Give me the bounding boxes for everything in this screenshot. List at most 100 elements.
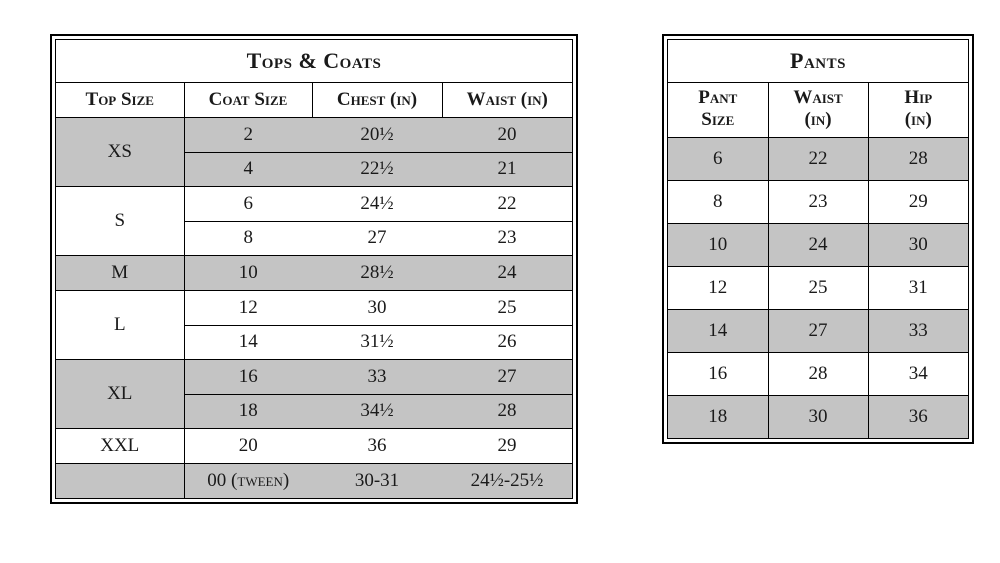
cell: 31 [868, 266, 968, 309]
cell: 30-31 [312, 464, 442, 499]
cell: 28 [868, 137, 968, 180]
pants-h1-l2: (in) [804, 109, 831, 130]
pants-h1: Waist (in) [768, 83, 868, 138]
cell: 12 [184, 291, 312, 326]
cell: 31½ [312, 325, 442, 360]
cell: 34½ [312, 394, 442, 429]
cell: 14 [668, 309, 768, 352]
cell: 28 [768, 352, 868, 395]
pants-h2-l2: (in) [905, 109, 932, 130]
table-row: 142733 [668, 309, 968, 352]
cell: 16 [184, 360, 312, 395]
cell: 8 [668, 180, 768, 223]
top-size-cell: L [56, 291, 184, 360]
cell: 33 [868, 309, 968, 352]
cell: 34 [868, 352, 968, 395]
cell: 21 [442, 152, 572, 187]
pants-title: Pants [668, 40, 968, 83]
top-size-cell: XS [56, 118, 184, 187]
cell: 36 [312, 429, 442, 464]
tops-h1: Coat Size [184, 83, 312, 118]
cell: 24 [768, 223, 868, 266]
page: Tops & Coats Top Size Coat Size Chest (i… [0, 0, 1000, 538]
cell: 30 [768, 395, 868, 438]
cell: 16 [668, 352, 768, 395]
tops-h2: Chest (in) [312, 83, 442, 118]
table-row: XXL203629 [56, 429, 572, 464]
tops-frame: Tops & Coats Top Size Coat Size Chest (i… [50, 34, 578, 504]
cell: 12 [668, 266, 768, 309]
cell: 18 [184, 394, 312, 429]
cell: 6 [184, 187, 312, 222]
pants-h2-l1: Hip [904, 87, 932, 108]
pants-frame: Pants Pant Size Waist (in) Hip [662, 34, 974, 444]
table-row: 82329 [668, 180, 968, 223]
pants-head-row: Pant Size Waist (in) Hip (in) [668, 83, 968, 138]
cell: 2 [184, 118, 312, 153]
table-row: M1028½24 [56, 256, 572, 291]
cell: 29 [442, 429, 572, 464]
cell: 23 [442, 221, 572, 256]
table-row: 00 (tween)30-3124½-25½ [56, 464, 572, 499]
pants-h0-l2: Size [701, 109, 734, 130]
table-row: XS220½20 [56, 118, 572, 153]
pants-h1-l1: Waist [793, 87, 842, 108]
pants-h0-l1: Pant [698, 87, 737, 108]
top-size-cell [56, 464, 184, 499]
cell: 27 [768, 309, 868, 352]
cell: 20½ [312, 118, 442, 153]
top-size-cell: XXL [56, 429, 184, 464]
cell: 4 [184, 152, 312, 187]
cell: 20 [442, 118, 572, 153]
tops-table: Tops & Coats Top Size Coat Size Chest (i… [56, 40, 572, 498]
pants-body: 6222882329102430122531142733162834183036 [668, 137, 968, 438]
cell: 6 [668, 137, 768, 180]
tops-h0: Top Size [56, 83, 184, 118]
table-row: S624½22 [56, 187, 572, 222]
cell: 27 [312, 221, 442, 256]
cell: 24 [442, 256, 572, 291]
tops-title: Tops & Coats [56, 40, 572, 83]
cell: 24½-25½ [442, 464, 572, 499]
tops-head-row: Top Size Coat Size Chest (in) Waist (in) [56, 83, 572, 118]
top-size-cell: M [56, 256, 184, 291]
cell: 29 [868, 180, 968, 223]
tops-title-row: Tops & Coats [56, 40, 572, 83]
tops-inner: Tops & Coats Top Size Coat Size Chest (i… [55, 39, 573, 499]
cell: 18 [668, 395, 768, 438]
table-row: 122531 [668, 266, 968, 309]
top-size-cell: S [56, 187, 184, 256]
cell: 00 (tween) [184, 464, 312, 499]
table-row: 183036 [668, 395, 968, 438]
cell: 22 [442, 187, 572, 222]
pants-h2: Hip (in) [868, 83, 968, 138]
table-row: 102430 [668, 223, 968, 266]
cell: 22 [768, 137, 868, 180]
cell: 36 [868, 395, 968, 438]
cell: 28½ [312, 256, 442, 291]
pants-table: Pants Pant Size Waist (in) Hip [668, 40, 968, 438]
cell: 30 [868, 223, 968, 266]
pants-title-row: Pants [668, 40, 968, 83]
pants-inner: Pants Pant Size Waist (in) Hip [667, 39, 969, 439]
top-size-cell: XL [56, 360, 184, 429]
cell: 25 [442, 291, 572, 326]
pants-h0: Pant Size [668, 83, 768, 138]
cell: 10 [184, 256, 312, 291]
cell: 33 [312, 360, 442, 395]
table-row: 162834 [668, 352, 968, 395]
cell: 8 [184, 221, 312, 256]
table-row: L123025 [56, 291, 572, 326]
cell: 26 [442, 325, 572, 360]
table-row: 62228 [668, 137, 968, 180]
table-row: XL163327 [56, 360, 572, 395]
cell: 10 [668, 223, 768, 266]
tops-h3: Waist (in) [442, 83, 572, 118]
cell: 28 [442, 394, 572, 429]
cell: 20 [184, 429, 312, 464]
cell: 22½ [312, 152, 442, 187]
cell: 24½ [312, 187, 442, 222]
cell: 27 [442, 360, 572, 395]
cell: 23 [768, 180, 868, 223]
cell: 25 [768, 266, 868, 309]
